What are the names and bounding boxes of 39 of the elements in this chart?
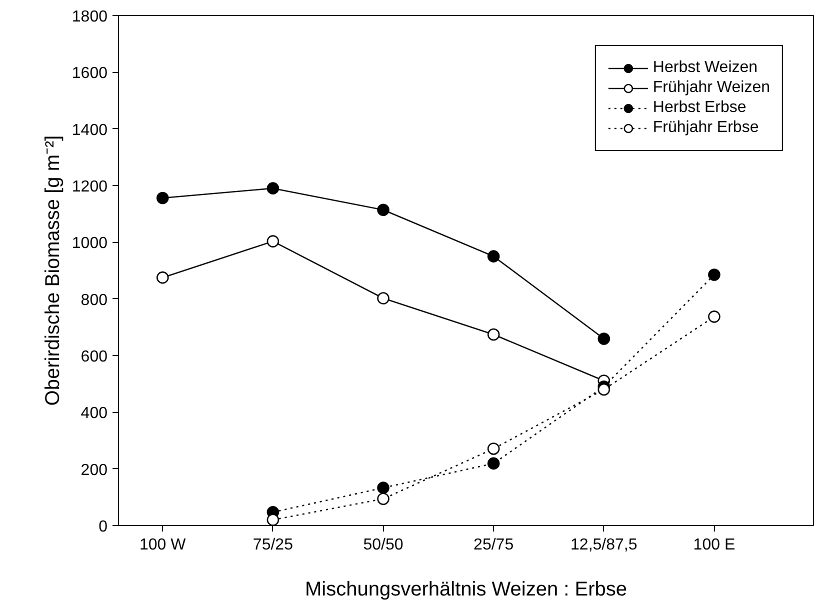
point [708,268,720,281]
point [156,271,169,284]
y-tick-label: 600 [80,348,108,366]
point [487,442,500,455]
x-tick-label: 75/25 [252,536,294,554]
point [598,332,610,345]
point [487,328,500,341]
point [708,310,720,323]
point [487,457,500,470]
point [487,250,500,262]
point [156,192,169,204]
legend-label: Herbst Erbse [652,99,746,117]
y-tick-label: 800 [80,292,108,309]
x-tick-label: 50/50 [363,536,404,554]
point [377,492,390,506]
legend-label: Frühjahr Weizen [652,79,770,97]
y-tick-label: 1000 [72,235,108,252]
legend-label: Herbst Weizen [652,59,758,77]
point [598,383,610,396]
point [266,235,280,248]
x-axis-title: Mischungsverhältnis Weizen : Erbse [305,578,628,600]
point [377,482,390,494]
y-tick-label: 1400 [72,122,108,139]
x-tick-label: 100 W [140,536,187,554]
y-tick-label: 200 [80,462,108,479]
y-axis-title: Oberirdische Biomasse [g m⁻²] [42,135,64,406]
x-tick-label: 25/75 [474,536,514,554]
y-tick-label: 400 [80,405,108,422]
point [377,204,390,216]
legend-label: Frühjahr Erbse [652,119,759,137]
y-tick-label: 1600 [72,65,108,82]
point [266,182,280,194]
point [377,292,390,304]
point [266,514,280,526]
y-tick-label: 1800 [72,8,108,26]
x-tick-label: 12,5/87,5 [570,536,638,554]
y-tick-label: 0 [98,518,108,536]
y-tick-label: 1200 [72,178,108,196]
x-tick-label: 100 E [693,536,736,554]
